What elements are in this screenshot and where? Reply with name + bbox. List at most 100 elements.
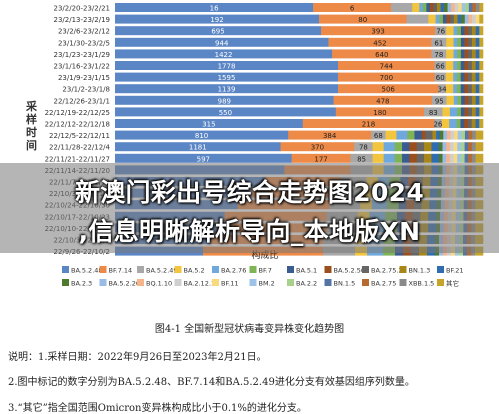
data-label: 370 [311, 144, 324, 152]
bar-segment [479, 119, 484, 128]
bar-segment [442, 14, 447, 24]
data-label: 78 [434, 51, 443, 59]
bar-segment [291, 153, 351, 163]
overlay-headline-line-2: ,信息明晰解析导向_本地版XN [78, 217, 421, 246]
bar-segment [471, 37, 476, 47]
bar-segment [464, 49, 469, 59]
bar-segment [456, 119, 461, 128]
bar-segment [394, 153, 403, 163]
bar-segment [439, 14, 444, 24]
bar-segment [402, 142, 410, 152]
bar-segment [456, 84, 461, 94]
data-label: 218 [362, 121, 375, 129]
bar-segment [460, 84, 465, 94]
bar-segment [468, 3, 473, 12]
bar-segment [479, 61, 484, 70]
bar-segment [446, 130, 451, 140]
bar-segment [479, 84, 484, 94]
bar-segment [468, 49, 473, 59]
bar-segment [332, 49, 432, 59]
bar-segment [461, 14, 466, 24]
bar-segment [468, 142, 473, 152]
data-label: 944 [215, 39, 229, 47]
bar-segment [453, 153, 458, 163]
bar-segment [460, 119, 465, 128]
legend-swatch [174, 266, 182, 273]
bar-segment [453, 14, 458, 24]
legend-label: BN.1.5 [334, 280, 356, 288]
y-tick-label: 23/1/9-23/1/15 [58, 74, 110, 82]
legend-swatch [99, 279, 107, 286]
bar-segment [425, 130, 433, 140]
bar-segment [453, 37, 458, 47]
bar-segment [442, 107, 451, 117]
bar-segment [115, 14, 320, 24]
bar-segment [444, 3, 448, 12]
bar-segment [431, 95, 447, 105]
bar-segment [468, 153, 473, 163]
bar-segment [475, 153, 484, 163]
bar-segment [464, 142, 469, 152]
legend-swatch [249, 266, 257, 273]
bar-segment [460, 72, 465, 82]
bar-segment [313, 3, 392, 12]
bar-segment [471, 49, 476, 59]
bar-segment [471, 61, 476, 70]
bar-segment [115, 3, 314, 12]
legend-label: BA.5.2 [184, 267, 205, 275]
bar-segment [471, 84, 476, 94]
legend-label: BA.5.2.48 [71, 267, 103, 275]
bar-segment [440, 3, 445, 12]
data-label: 80 [358, 16, 367, 24]
bar-segment [471, 26, 476, 36]
bar-segment [445, 84, 454, 94]
data-label: 506 [382, 86, 396, 94]
bar-segment [434, 72, 447, 82]
bar-segment [446, 14, 451, 24]
bar-segment [468, 14, 473, 24]
data-label: 60 [436, 74, 445, 82]
bar-segment [280, 142, 355, 152]
y-tick-label: 22/12/19-22/12/25 [45, 109, 110, 117]
bar-segment [396, 130, 408, 140]
bar-segment [447, 3, 452, 12]
data-label: 384 [323, 132, 337, 140]
bar-segment [371, 130, 386, 140]
bar-segment [338, 61, 435, 70]
bar-segment [475, 72, 480, 82]
bar-segment [406, 14, 429, 24]
legend-label: BA.2.3 [71, 280, 92, 288]
bar-segment [475, 142, 484, 152]
bar-segment [475, 107, 480, 117]
legend-swatch [137, 279, 144, 286]
y-tick-label: 22/12/5-22/12/11 [49, 132, 110, 140]
legend-swatch [99, 266, 107, 273]
bar-segment [464, 72, 469, 82]
y-tick-label: 22/11/28-22/12/4 [49, 144, 110, 152]
bar-segment [115, 26, 322, 36]
bar-segment [439, 130, 444, 140]
bar-segment [479, 14, 484, 24]
data-label: 26 [433, 121, 442, 129]
bar-segment [333, 95, 433, 105]
y-tick-label: 23/2/6-23/2/12 [58, 28, 110, 36]
data-label: 393 [371, 28, 384, 36]
bar-segment [468, 107, 473, 117]
note-3: 3.“其它”指全国范围Omicron变异株构成比小于0.1%的进化分支。 [8, 403, 307, 414]
bar-segment [460, 49, 465, 59]
data-label: 640 [375, 51, 388, 59]
bar-segment [479, 107, 484, 117]
bar-segment [457, 130, 462, 140]
bar-segment [479, 26, 484, 36]
bar-segment [402, 153, 410, 163]
bar-segment [335, 107, 425, 117]
bar-segment [424, 107, 443, 117]
bar-segment [460, 26, 465, 36]
legend-swatch [212, 266, 219, 273]
bar-segment [472, 14, 477, 24]
bar-segment [475, 130, 484, 140]
data-label: 1595 [218, 74, 236, 82]
bar-segment [115, 119, 304, 128]
bar-segment [457, 95, 462, 105]
bar-segment [437, 3, 441, 12]
